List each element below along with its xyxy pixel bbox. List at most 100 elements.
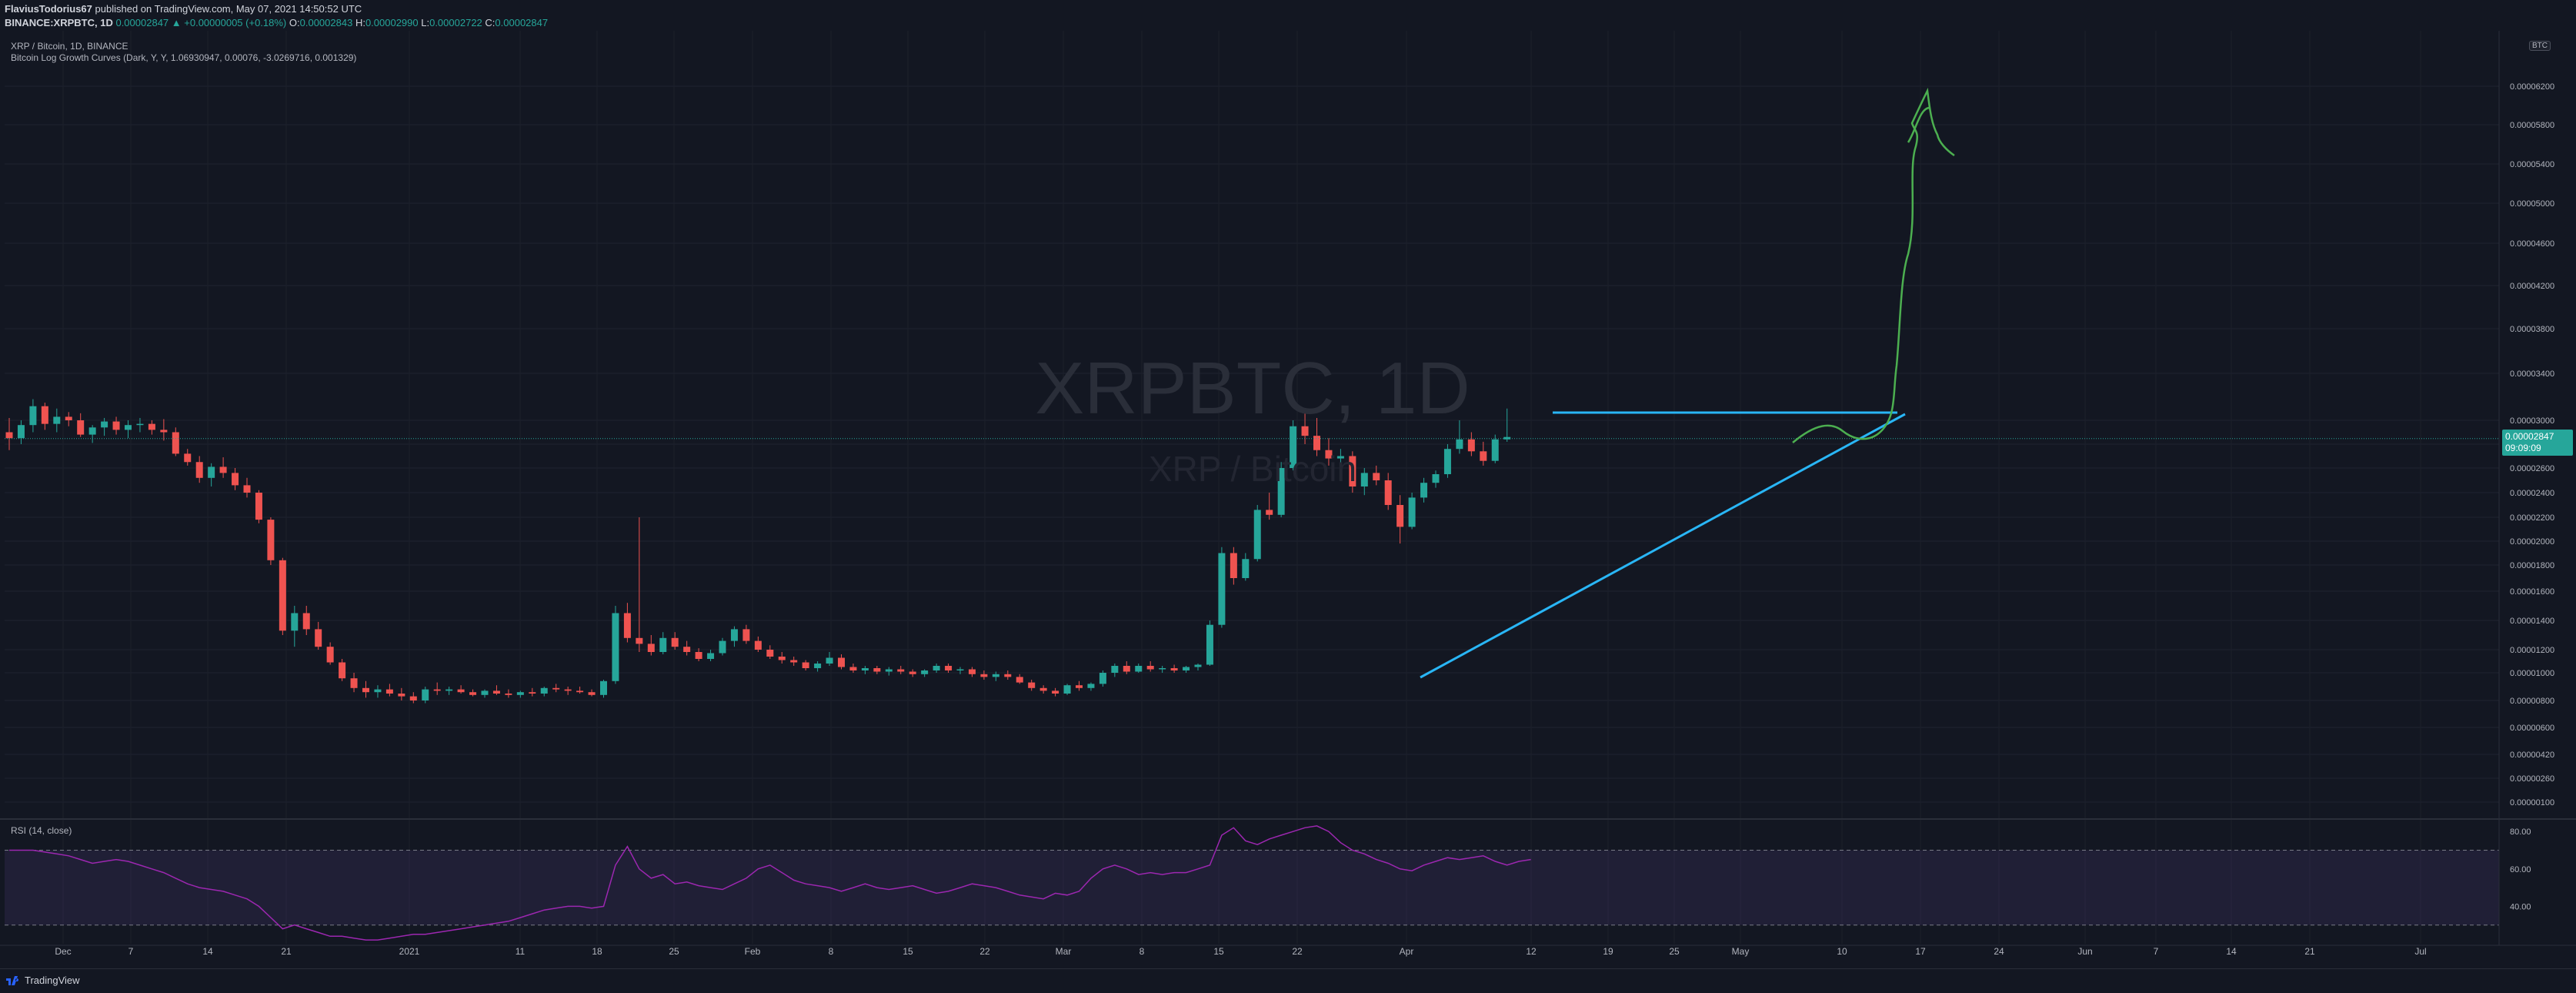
candle (350, 673, 358, 693)
time-tick-label: 8 (1140, 946, 1145, 957)
candle (540, 687, 548, 697)
time-tick-label: Dec (55, 946, 71, 957)
rsi-band-lines (5, 849, 2499, 926)
close-value: 0.00002847 (495, 17, 549, 28)
price-tick-label: 0.00003000 (2510, 416, 2554, 426)
time-axis[interactable]: Dec 7 14 21 2021 11 18 25 Feb 8 15 22 Mar 8 15 22 Apr 12 1… (55, 946, 2426, 957)
candle (1360, 468, 1368, 496)
candle (1290, 420, 1297, 471)
price-tick-label: 0.00000100 (2510, 798, 2554, 807)
candle (1349, 451, 1356, 493)
candle-body (41, 406, 48, 424)
candle (956, 667, 964, 674)
legend-symbol[interactable]: XRP / Bitcoin, 1D, BINANCE (11, 41, 128, 52)
candle (849, 664, 857, 673)
time-tick-label: 25 (1669, 946, 1680, 957)
candle-body (730, 629, 738, 641)
candle (339, 659, 346, 681)
candle-body (1039, 687, 1047, 691)
price-tick-label: 0.00002000 (2510, 537, 2554, 547)
candle (77, 413, 85, 437)
candle (814, 661, 822, 672)
candle-body (1313, 436, 1320, 450)
candle-body (873, 668, 881, 672)
candle-body (754, 640, 762, 650)
candle-body (719, 640, 726, 654)
candle (1373, 465, 1380, 486)
watermark-subtitle: XRP / Bitcoin (1148, 449, 1357, 489)
candle-body (125, 425, 132, 430)
candle (671, 632, 679, 650)
price-tick-label: 0.00005400 (2510, 160, 2554, 169)
candle-body (398, 694, 405, 697)
candle (742, 624, 750, 644)
candle-body (1503, 436, 1511, 440)
rsi-axis[interactable]: 80.00 60.00 40.00 (2510, 828, 2531, 911)
candle (1277, 462, 1285, 517)
candles (5, 399, 1511, 704)
time-tick-label: 17 (1915, 946, 1926, 957)
time-tick-label: 22 (979, 946, 990, 957)
time-tick-label: 24 (1994, 946, 2004, 957)
candle (505, 689, 512, 698)
tradingview-logo[interactable]: TradingView (6, 975, 80, 986)
candle (1266, 493, 1273, 520)
symbol-name[interactable]: BINANCE:XRPBTC, 1D (5, 17, 113, 28)
price-tick-label: 0.00003400 (2510, 369, 2554, 379)
candle (136, 417, 144, 433)
candle (1087, 682, 1095, 691)
low-value: 0.00002722 (429, 17, 482, 28)
candle (5, 417, 13, 450)
time-tick-label: 25 (669, 946, 679, 957)
candle (457, 685, 465, 694)
candle-body (53, 416, 61, 424)
candle (754, 636, 762, 652)
candle-body (160, 430, 168, 433)
candle (695, 648, 702, 661)
candle-body (302, 613, 310, 630)
candle-body (267, 520, 275, 560)
author-name[interactable]: FlaviusTodorius67 (5, 3, 92, 15)
candle-body (1491, 439, 1499, 461)
candle-body (1384, 480, 1392, 505)
candle-body (600, 680, 607, 695)
candle-body (29, 406, 37, 426)
candle-body (1266, 510, 1273, 515)
candle (1135, 664, 1143, 673)
candle (826, 652, 833, 666)
time-tick-label: 7 (128, 946, 134, 957)
candle-body (315, 629, 322, 647)
candle (315, 621, 322, 650)
rsi-band-fill (5, 850, 2499, 925)
candle-body (766, 650, 774, 657)
candle-body (17, 425, 25, 439)
candle (362, 680, 369, 698)
candle-body (1432, 474, 1440, 483)
candle-body (814, 664, 822, 668)
candle-body (385, 689, 393, 694)
candle-body (422, 689, 429, 700)
candle (945, 664, 953, 673)
candle-body (802, 662, 809, 668)
candle-body (980, 674, 988, 677)
candle (1099, 670, 1106, 687)
candle (1218, 547, 1226, 628)
candle-body (659, 637, 667, 652)
currency-badge[interactable]: BTC (2529, 41, 2551, 51)
candle-body (362, 687, 369, 693)
published-text: published on TradingView.com, May 07, 20… (95, 3, 362, 15)
candle-body (1063, 685, 1071, 694)
candle-body (1242, 559, 1250, 578)
rsi-tick-label: 80.00 (2510, 828, 2531, 837)
candle (802, 660, 809, 670)
rsi-legend[interactable]: RSI (14, close) (11, 825, 72, 836)
candle-body (148, 423, 155, 430)
time-tick-label: 22 (1292, 946, 1303, 957)
time-tick-label: 8 (829, 946, 834, 957)
chart-canvas[interactable]: 0.00006200 0.00005800 0.00005400 0.00005000… (0, 0, 2576, 968)
candle (968, 667, 976, 677)
candle (1384, 473, 1392, 510)
candle-body (1408, 497, 1416, 527)
candle (1325, 438, 1333, 466)
legend-study[interactable]: Bitcoin Log Growth Curves (Dark, Y, Y, 1… (11, 52, 357, 63)
